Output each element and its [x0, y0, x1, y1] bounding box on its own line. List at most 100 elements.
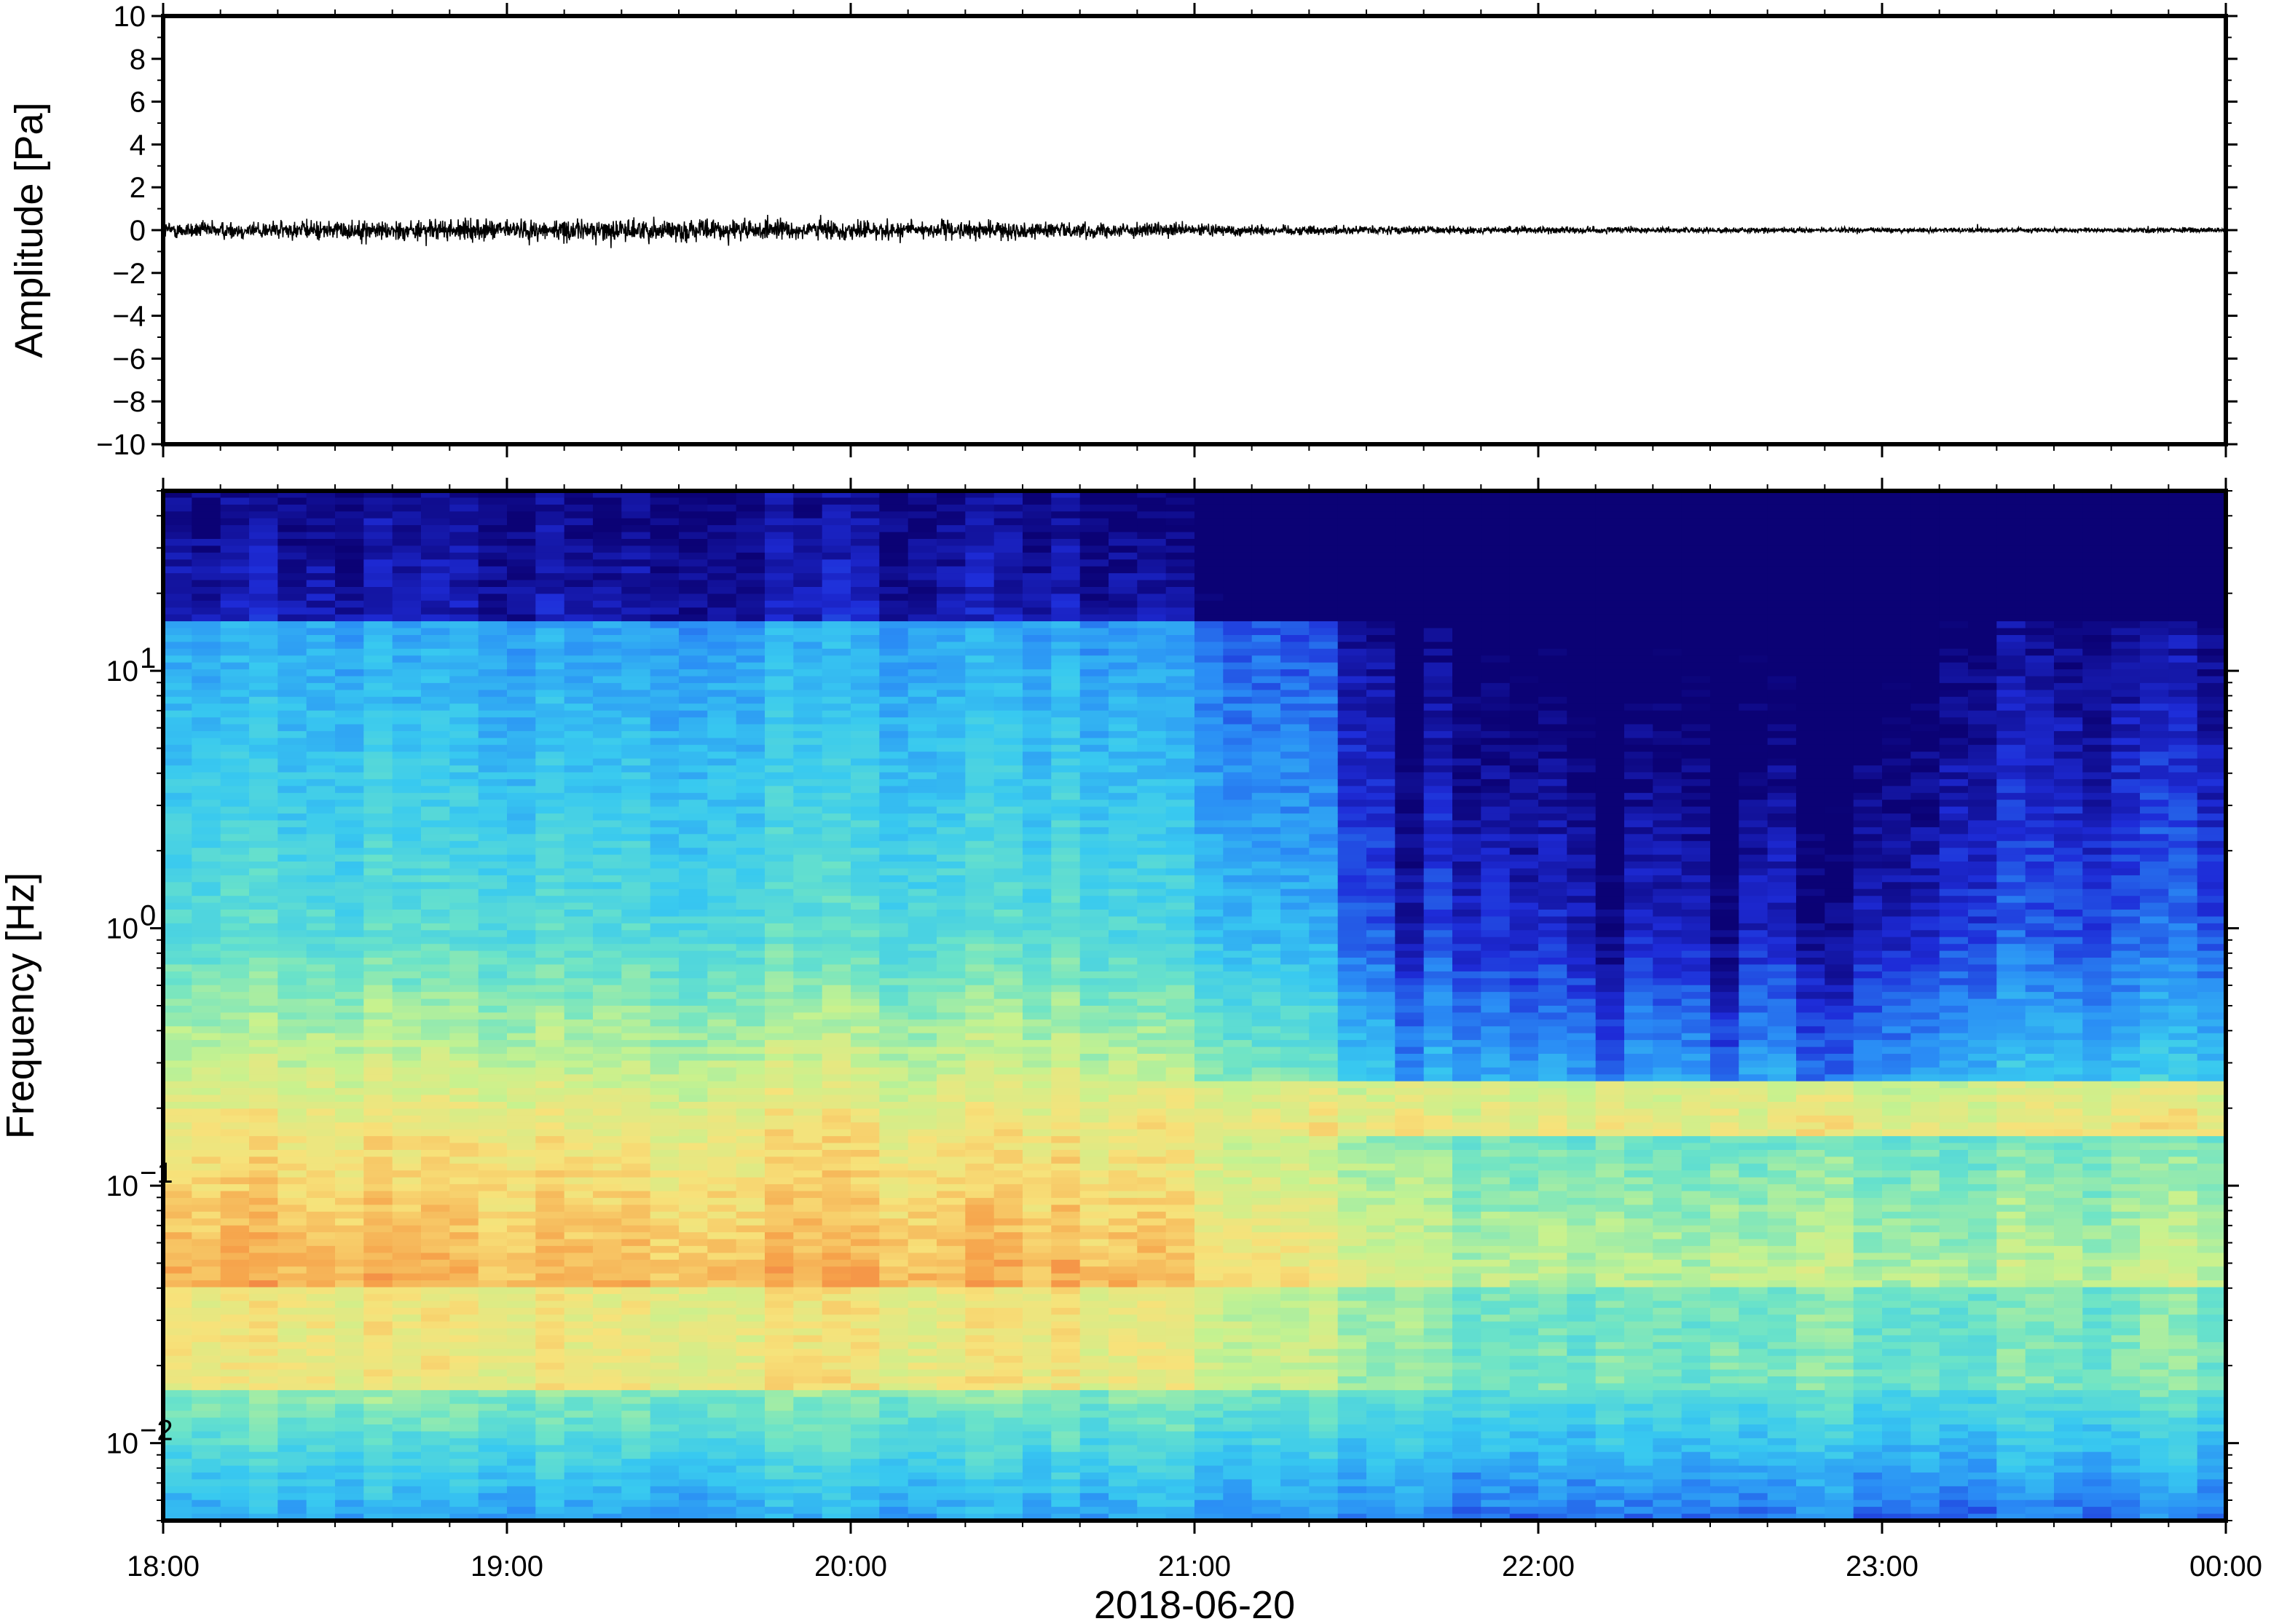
spectrogram-cell	[535, 1314, 565, 1323]
spectrogram-cell	[220, 1046, 250, 1055]
spectrogram-cell	[564, 1431, 594, 1439]
spectrogram-cell	[765, 1314, 795, 1323]
spectrogram-cell	[478, 669, 508, 677]
spectrogram-cell	[249, 1507, 279, 1515]
spectrogram-cell	[822, 888, 851, 896]
spectrogram-cell	[908, 682, 937, 691]
spectrogram-cell	[793, 1225, 823, 1233]
spectrogram-cell	[306, 758, 336, 766]
spectrogram-cell	[278, 1245, 307, 1254]
spectrogram-cell	[421, 1259, 451, 1267]
spectrogram-cell	[249, 958, 279, 966]
spectrogram-cell	[278, 1150, 307, 1158]
spectrogram-cell	[937, 1205, 967, 1213]
spectrogram-cell	[1051, 1355, 1081, 1363]
spectrogram-cell	[765, 1245, 795, 1254]
spectrogram-cell	[535, 950, 565, 958]
spectrogram-cell	[908, 648, 937, 656]
spectrogram-cell	[220, 655, 250, 663]
spectrogram-cell	[478, 662, 508, 670]
spectrogram-cell	[449, 752, 479, 760]
spectrogram-cell	[851, 690, 881, 698]
spectrogram-cell	[192, 916, 221, 924]
spectrogram-cell	[765, 1424, 795, 1432]
spectrogram-cell	[679, 1205, 709, 1213]
spectrogram-cell	[249, 696, 279, 704]
spectrogram-cell	[278, 1383, 307, 1391]
spectrogram-cell	[306, 676, 336, 684]
waveform-y-tick-label: 8	[130, 44, 146, 76]
spectrogram-cell	[593, 1513, 623, 1521]
spectrogram-cell	[879, 1266, 909, 1274]
spectrogram-cell	[851, 827, 881, 835]
spectrogram-cell	[421, 1465, 451, 1473]
spectrogram-cell	[621, 1184, 651, 1192]
spectrogram-cell	[449, 1060, 479, 1068]
spectrogram-cell	[278, 1019, 307, 1028]
spectrogram-cell	[679, 1259, 709, 1267]
spectrogram-cell	[421, 628, 451, 636]
spectrogram-cell	[822, 1019, 851, 1028]
spectrogram-cell	[478, 717, 508, 725]
spectrogram-cell	[306, 1156, 336, 1164]
spectrogram-cell	[449, 998, 479, 1006]
spectrogram-cell	[306, 1486, 336, 1494]
spectrogram-cell	[163, 1513, 193, 1521]
spectrogram-cell	[163, 504, 193, 513]
spectrogram-cell	[478, 902, 508, 910]
spectrogram-cell	[478, 1307, 508, 1315]
spectrogram-cell	[478, 1431, 508, 1439]
spectrogram-cell	[650, 703, 680, 712]
spectrogram-cell	[507, 648, 537, 656]
spectrogram-cell	[1051, 1259, 1081, 1267]
spectrogram-cell	[765, 985, 795, 993]
spectrogram-cell	[392, 937, 422, 945]
spectrogram-cell	[163, 937, 193, 945]
spectrogram-cell	[993, 545, 1023, 553]
spectrogram-cell	[650, 758, 680, 766]
spectrogram-cell	[306, 1363, 336, 1371]
spectrogram-cell	[793, 1445, 823, 1453]
spectrogram-cell	[822, 1177, 851, 1185]
spectrogram-cell	[478, 682, 508, 691]
spectrogram-cell	[507, 539, 537, 547]
spectrogram-cell	[163, 1451, 193, 1459]
spectrogram-cell	[993, 1499, 1023, 1507]
spectrogram-cell	[449, 916, 479, 924]
spectrogram-cell	[593, 1239, 623, 1247]
spectrogram-cell	[507, 566, 537, 574]
spectrogram-cell	[363, 888, 393, 896]
spectrogram-cell	[621, 491, 651, 499]
spectrogram-cell	[593, 1067, 623, 1075]
spectrogram-cell	[249, 1451, 279, 1459]
spectrogram-cell	[679, 1355, 709, 1363]
spectrogram-cell	[163, 1046, 193, 1055]
spectrogram-cell	[650, 1314, 680, 1323]
spectrogram-cell	[851, 752, 881, 760]
spectrogram-cell	[765, 1445, 795, 1453]
spectrogram-cell	[306, 916, 336, 924]
spectrogram-cell	[507, 1136, 537, 1144]
spectrogram-cell	[822, 1486, 851, 1494]
spectrogram-cell	[249, 1355, 279, 1363]
spectrogram-cell	[879, 937, 909, 945]
spectrogram-cell	[392, 1403, 422, 1411]
spectrogram-cell	[1051, 1211, 1081, 1219]
spectrogram-cell	[421, 594, 451, 602]
spectrogram-cell	[679, 1376, 709, 1384]
spectrogram-cell	[851, 1411, 881, 1419]
spectrogram-cell	[707, 1473, 737, 1481]
spectrogram-cell	[650, 1026, 680, 1034]
spectrogram-cell	[908, 1314, 937, 1323]
spectrogram-cell	[1051, 916, 1081, 924]
spectrogram-cell	[937, 525, 967, 533]
spectrogram-cell	[965, 738, 995, 746]
spectrogram-cell	[736, 614, 765, 622]
spectrogram-cell	[449, 1259, 479, 1267]
spectrogram-cell	[621, 868, 651, 876]
spectrogram-cell	[765, 1397, 795, 1405]
spectrogram-cell	[707, 950, 737, 958]
spectrogram-cell	[535, 786, 565, 794]
spectrogram-cell	[220, 1499, 250, 1507]
spectrogram-cell	[249, 552, 279, 560]
